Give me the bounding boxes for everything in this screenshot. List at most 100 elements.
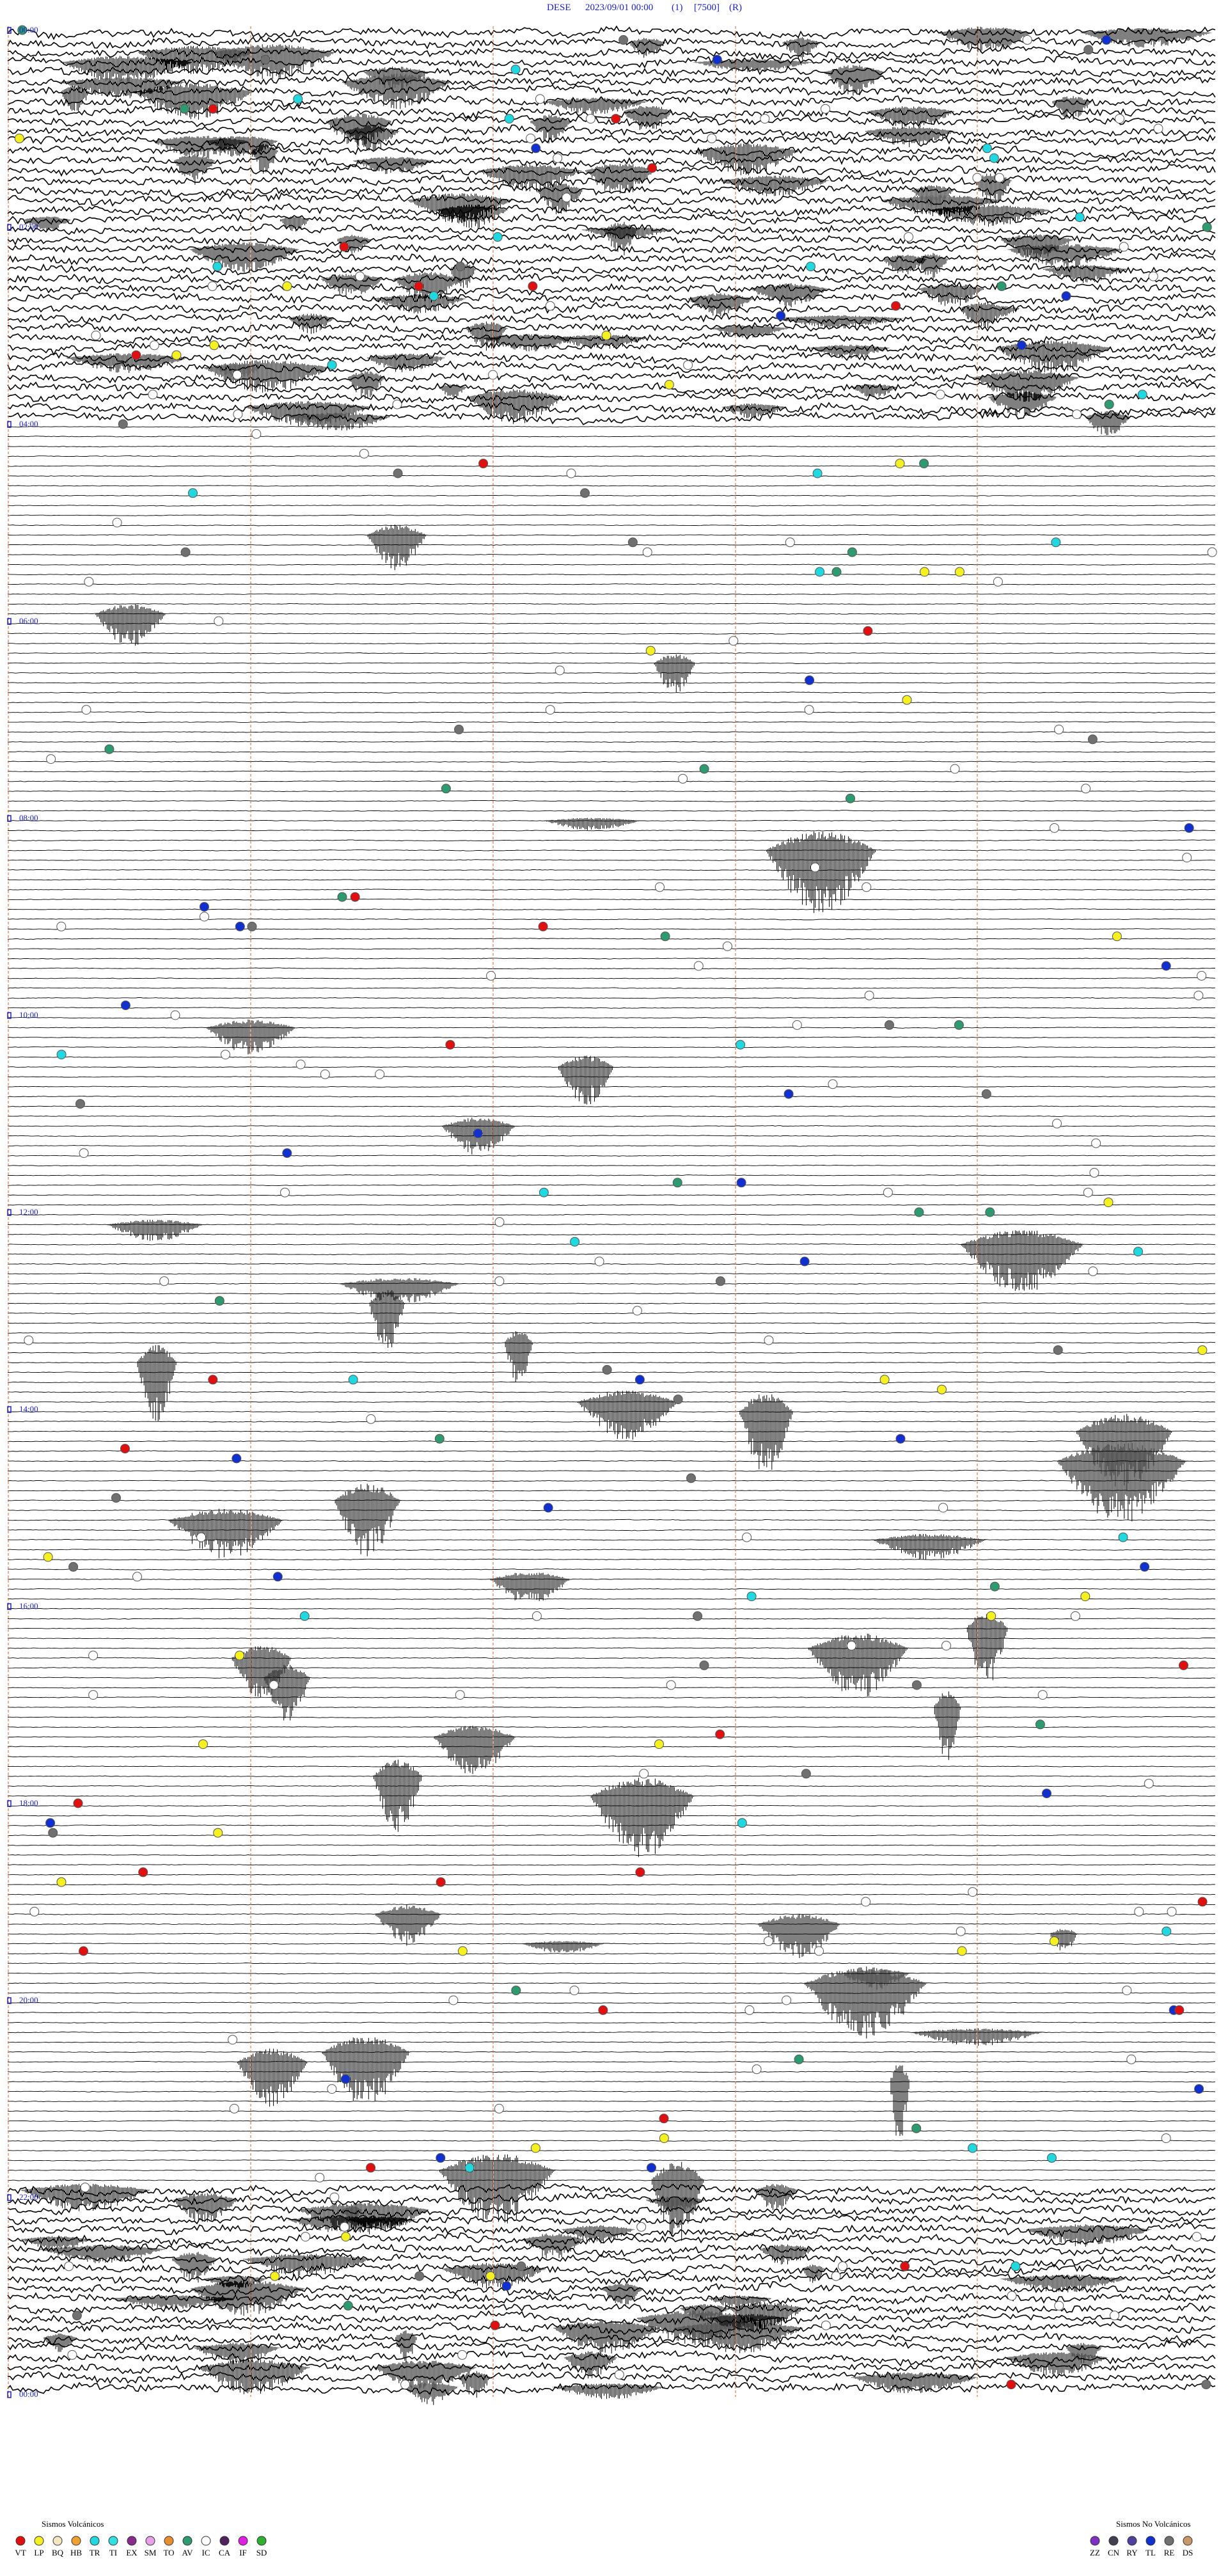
event [996,281,1007,291]
legend-marker [108,2536,118,2546]
event [188,488,198,498]
event [919,459,929,469]
event [436,1877,446,1887]
trace [7,1292,1216,1295]
burst [1085,411,1130,436]
event [639,1769,649,1779]
event [821,104,830,114]
event [1148,271,1158,281]
event [862,882,872,892]
burst [1066,2343,1102,2364]
event [815,567,825,577]
event [299,1611,310,1621]
trace [7,2080,1216,2083]
event [1083,45,1094,55]
event [486,970,496,981]
trace [7,1460,1216,1462]
trace [7,1450,1216,1452]
legend-marker [145,2536,155,2546]
event [400,2380,411,2390]
legend-marker [52,2536,63,2546]
trace [7,1538,1216,1541]
datetime: 2023/09/01 00:00 [585,3,653,13]
trace [7,475,1216,477]
event [920,567,929,577]
event [455,1690,465,1700]
hour-label: 20:00 [19,1995,38,2005]
event [736,1039,746,1050]
burst [961,1230,1083,1291]
event [821,2320,831,2330]
event [138,1867,148,1877]
event [434,1434,445,1444]
legend-marker [71,2536,81,2546]
burst [38,2245,165,2263]
trace [7,514,1216,516]
burst [654,654,695,693]
event [914,1207,924,1217]
event [1194,2084,1204,2094]
burst [168,1508,283,1558]
trace [7,2160,1216,2161]
mode: (R) [729,3,742,13]
event [1053,1345,1063,1355]
trace [7,1696,1216,1698]
burst [553,2320,659,2354]
event [68,1561,79,1572]
event [56,921,67,931]
trace [7,36,1216,50]
burst [522,1941,604,1952]
event [1197,970,1207,981]
event [56,1877,67,1887]
trace [7,1401,1216,1403]
event [359,448,369,459]
event [492,232,503,242]
event [635,1867,645,1877]
trace [7,1824,1216,1826]
burst [253,144,278,174]
event [445,1039,455,1050]
burst [43,2334,77,2352]
trace [7,1893,1216,1895]
event [716,1276,725,1286]
event [580,488,590,498]
event [327,2084,337,2094]
event [1144,1778,1154,1789]
hour-bracket [7,224,12,231]
event [329,2192,340,2202]
trace [7,1273,1215,1275]
trace [7,371,1216,384]
trace [7,1341,1216,1344]
event [339,242,349,252]
burst [172,2252,217,2283]
trace [7,1972,1216,1975]
legend: Sismos Volcánicos VT LP BQ HB TR TI EX SM TO AV IC C… [15,2519,1193,2557]
trace [7,1706,1216,1709]
trace [7,1647,1216,1650]
trace [7,1627,1216,1630]
event [911,2123,922,2133]
event [1179,1660,1188,1670]
event [79,1946,88,1956]
trace [7,859,1216,861]
event [812,468,823,478]
trace [8,741,1216,743]
trace [7,1785,1215,1787]
trace [7,2222,1216,2238]
trace [7,544,1216,546]
trace [7,2182,1216,2198]
event [1118,1532,1128,1542]
event [1081,784,1091,794]
burst [783,37,819,60]
burst [107,1219,203,1241]
event [414,281,424,291]
legend-code: TI [109,2548,117,2557]
trace [7,810,1216,812]
event [80,2183,90,2193]
trace [7,2012,1216,2014]
event [209,340,219,351]
burst [478,164,581,191]
hour-label: 00:00 [19,2389,38,2399]
trace [7,1992,1216,1995]
